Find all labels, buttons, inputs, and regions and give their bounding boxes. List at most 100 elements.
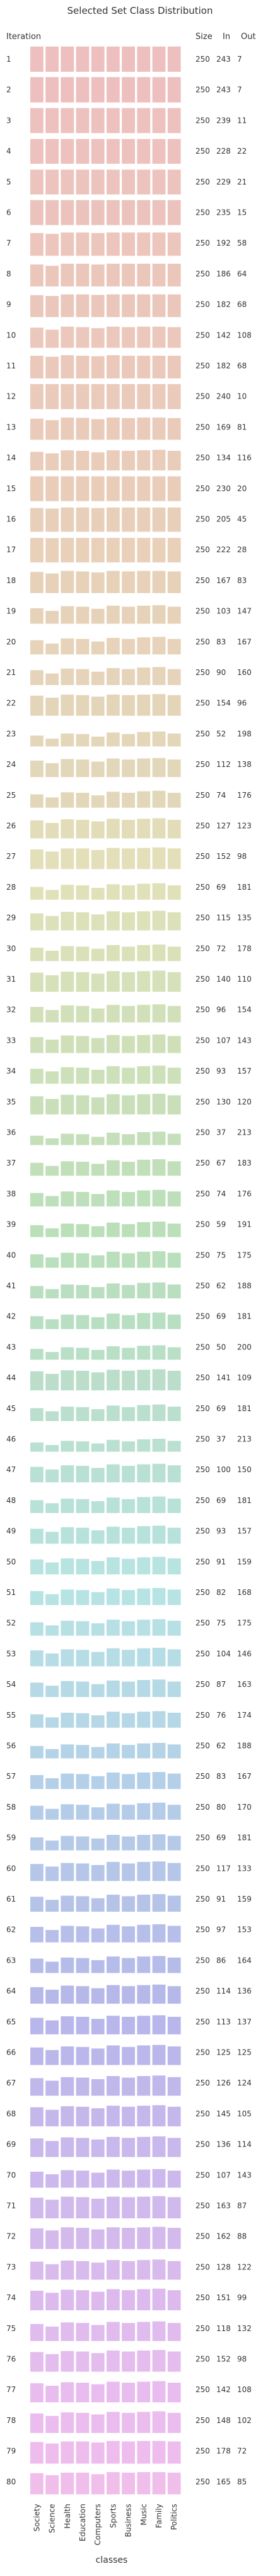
bar-family <box>152 883 166 900</box>
bar-health <box>61 1681 74 1698</box>
out-value: 137 <box>237 2017 252 2026</box>
iteration-row: 79 250 178 72 <box>6 2441 247 2464</box>
bar-health <box>61 1314 74 1329</box>
out-value: 160 <box>237 668 252 677</box>
out-value: 132 <box>237 2324 252 2333</box>
bar-business <box>122 108 135 133</box>
iteration-row: 66 250 125 125 <box>6 2045 252 2065</box>
bar-science <box>45 2230 59 2249</box>
out-header: Out <box>241 32 256 42</box>
bar-sports <box>107 884 120 900</box>
iteration-row: 13 250 169 81 <box>6 417 247 440</box>
bar-computers <box>91 1038 105 1053</box>
out-value: 116 <box>237 453 252 462</box>
iteration-row: 54 250 87 163 <box>6 1679 252 1698</box>
bar-society <box>30 849 44 870</box>
bar-society <box>30 2107 44 2126</box>
bar-society <box>30 2198 44 2218</box>
bar-family <box>152 1004 166 1023</box>
out-value: 123 <box>237 822 252 831</box>
out-value: 133 <box>237 1864 252 1873</box>
bar-education <box>76 2290 90 2311</box>
iteration-row: 27 250 152 98 <box>6 847 247 870</box>
iteration-label: 42 <box>6 1312 16 1321</box>
bar-science <box>45 1373 59 1391</box>
bar-science <box>45 2385 59 2403</box>
in-value: 222 <box>216 545 231 554</box>
bar-education <box>76 1863 90 1881</box>
bar-family <box>152 570 166 593</box>
iteration-row: 42 250 69 181 <box>6 1312 252 1329</box>
bar-science <box>45 2020 59 2034</box>
bar-education <box>76 538 90 563</box>
iteration-row: 32 250 96 154 <box>6 1004 252 1023</box>
bar-computers <box>91 849 105 870</box>
bar-science <box>45 1469 59 1483</box>
bar-politics <box>167 1863 181 1881</box>
bar-business <box>122 1590 135 1605</box>
bar-science <box>45 1778 59 1790</box>
bar-politics <box>167 946 181 962</box>
bar-society <box>30 1650 44 1667</box>
bar-health <box>61 2106 74 2126</box>
size-value: 250 <box>195 1619 210 1628</box>
bar-society <box>30 383 44 409</box>
iteration-label: 37 <box>6 1159 16 1167</box>
bar-music <box>137 355 151 378</box>
in-value: 69 <box>216 1834 226 1842</box>
x-tick-label: Science <box>48 2504 57 2533</box>
size-value: 250 <box>195 1036 210 1045</box>
bar-family <box>152 911 166 931</box>
iteration-label: 48 <box>6 1496 16 1505</box>
iteration-label: 24 <box>6 760 16 769</box>
iteration-label: 18 <box>6 576 16 585</box>
bar-politics <box>167 77 181 103</box>
size-value: 250 <box>195 147 210 156</box>
bar-family <box>152 2169 166 2188</box>
in-value: 192 <box>216 239 231 247</box>
bar-computers <box>91 1137 105 1145</box>
bar-science <box>45 1503 59 1513</box>
out-value: 143 <box>237 1036 252 1045</box>
iteration-label: 31 <box>6 975 16 984</box>
bar-computers <box>91 1592 105 1605</box>
bar-sports <box>107 945 120 962</box>
bar-society <box>30 1805 44 1820</box>
bar-sports <box>107 383 120 409</box>
bar-family <box>152 1404 166 1421</box>
iteration-row: 35 250 130 120 <box>6 1094 252 1115</box>
size-value: 250 <box>195 883 210 892</box>
iteration-label: 55 <box>6 1711 16 1720</box>
out-value: 175 <box>237 1619 252 1628</box>
bar-family <box>152 2105 166 2126</box>
bar-sports <box>107 1439 120 1452</box>
size-value: 250 <box>195 852 210 861</box>
bar-health <box>61 2137 74 2157</box>
bar-society <box>30 1682 44 1698</box>
bar-music <box>137 1464 151 1483</box>
bar-health <box>61 1347 74 1360</box>
bar-science <box>45 1411 59 1421</box>
bar-computers <box>91 46 105 72</box>
bar-business <box>122 2197 135 2218</box>
bar-health <box>61 326 74 348</box>
bar-society <box>30 1007 44 1023</box>
bar-business <box>122 793 135 808</box>
iteration-label: 26 <box>6 822 16 831</box>
bar-business <box>122 2106 135 2126</box>
bar-politics <box>167 1558 181 1575</box>
bar-health <box>61 668 74 685</box>
bar-business <box>122 139 135 164</box>
bar-sports <box>107 1066 120 1084</box>
bar-computers <box>91 2352 105 2372</box>
bar-health <box>61 1465 74 1483</box>
bar-society <box>30 2047 44 2065</box>
bar-health <box>61 2382 74 2403</box>
bar-music <box>137 1894 151 1912</box>
bar-health <box>61 1926 74 1943</box>
size-value: 250 <box>195 2293 210 2302</box>
iteration-label: 53 <box>6 1649 16 1658</box>
bar-computers <box>91 2414 105 2433</box>
bar-computers <box>91 2474 105 2495</box>
iteration-row: 21 250 90 160 <box>6 667 252 685</box>
